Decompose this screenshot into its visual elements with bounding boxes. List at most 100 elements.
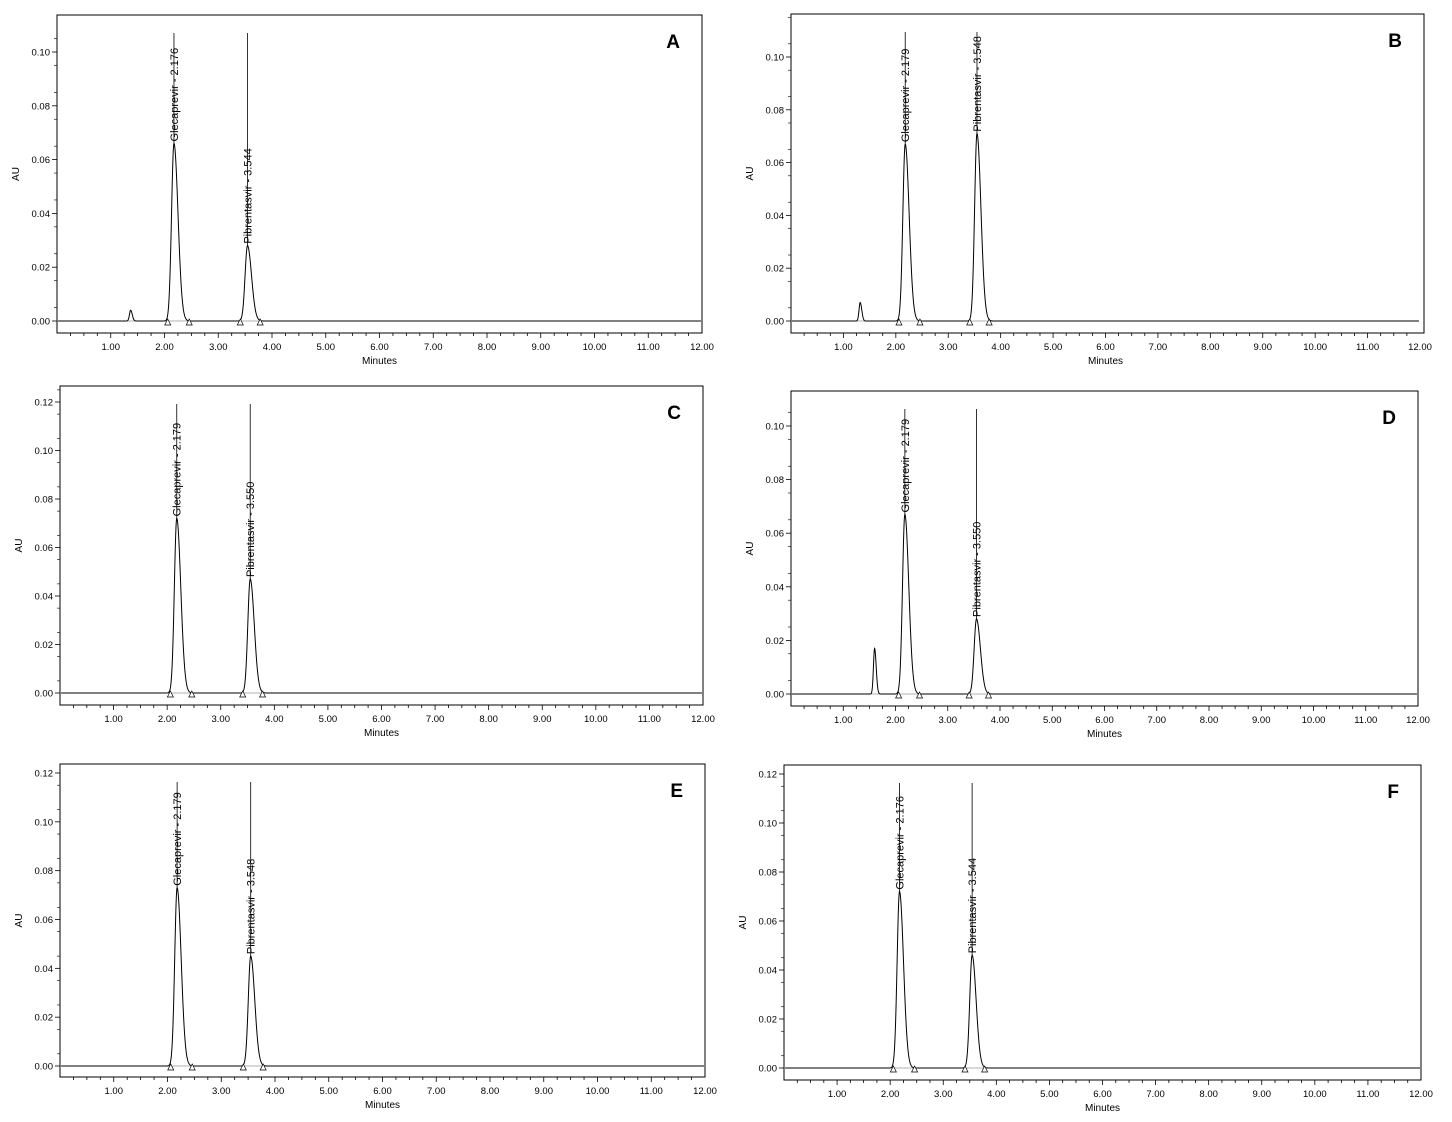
y-tick-label: 0.08 [35,866,54,877]
x-tick-label: 12.00 [693,1086,717,1097]
x-axis-label: Minutes [364,728,399,739]
integration-marker [895,318,903,326]
chart-panel-b: 1.00 2.00 3.00 4.00 5.00 6.00 7.00 8.00 9.00 10.0… [745,13,1432,367]
x-tick-label: 4.00 [265,714,284,725]
trace-line [58,142,701,322]
integration-marker [895,691,903,699]
plot-frame [56,14,703,334]
x-axis-label: Minutes [1087,729,1122,740]
y-tick-label: 0.04 [35,964,54,975]
x-tick-label: 8.00 [1201,342,1220,353]
chart-panel-d: 1.00 2.00 3.00 4.00 5.00 6.00 7.00 8.00 9.00 10.0… [745,390,1430,740]
plot-frame [59,763,706,1078]
y-tick-label: 0.02 [35,640,54,651]
chart-panel-a: 1.00 2.00 3.00 4.00 5.00 6.00 7.00 8.00 9.00 10.0… [11,14,714,367]
y-tick-label: 0.06 [766,158,785,169]
x-tick-label: 9.00 [1253,1089,1272,1100]
plot-frame [783,764,1422,1081]
y-tick-label: 0.00 [766,317,785,328]
y-axis-label: AU [738,916,749,930]
y-axis-label: AU [14,914,25,928]
y-tick-label: 0.12 [759,770,778,781]
integration-marker [239,690,247,698]
integration-marker [239,1063,247,1071]
y-tick-label: 0.00 [35,1062,54,1073]
x-tick-label: 8.00 [1199,1089,1218,1100]
x-tick-label: 10.00 [583,342,607,353]
panel-letter: D [1382,408,1396,429]
y-tick-label: 0.08 [766,105,785,116]
x-tick-label: 10.00 [1302,715,1326,726]
x-tick-label: 2.00 [886,715,905,726]
x-tick-label: 4.00 [991,342,1010,353]
x-tick-label: 8.00 [481,1086,500,1097]
x-tick-label: 6.00 [1093,1089,1112,1100]
panel-letter: F [1387,782,1399,803]
y-tick-label: 0.04 [759,966,778,977]
peak-label: Pibrentasvir - 3.544 [967,858,979,953]
x-tick-label: 4.00 [266,1086,285,1097]
x-tick-label: 6.00 [372,714,391,725]
y-tick-label: 0.10 [35,817,54,828]
trace-line [792,132,1419,322]
integration-marker [911,1065,919,1073]
x-tick-label: 5.00 [1040,1089,1059,1100]
integration-marker [984,691,993,699]
x-tick-label: 12.00 [1409,1089,1433,1100]
integration-marker [164,318,172,326]
x-tick-label: 7.00 [1149,342,1168,353]
x-tick-label: 7.00 [424,342,443,353]
x-tick-label: 1.00 [834,342,853,353]
x-tick-label: 3.00 [212,1086,231,1097]
y-axis-label: AU [14,539,25,553]
peak-label: Pibrentasvir - 3.544 [242,148,254,243]
y-axis-label: AU [11,167,22,181]
x-tick-label: 9.00 [535,1086,554,1097]
plot-frame [790,13,1425,334]
x-tick-label: 12.00 [691,714,715,725]
panel-letter: A [666,32,680,53]
x-tick-label: 2.00 [881,1089,900,1100]
peak-label: Glecaprevir - 2.179 [172,423,184,517]
x-tick-label: 5.00 [317,342,336,353]
x-axis-label: Minutes [1088,356,1123,367]
panel-letter: E [670,781,683,802]
x-tick-label: 2.00 [155,342,174,353]
y-tick-label: 0.02 [35,1013,54,1024]
x-tick-label: 6.00 [370,342,389,353]
plot-frame [59,385,704,706]
x-tick-label: 6.00 [1095,715,1114,726]
x-tick-label: 2.00 [158,714,177,725]
peak-label: Pibrentasvir - 3.548 [972,36,984,131]
x-tick-label: 8.00 [478,342,497,353]
peak-label: Glecaprevir - 2.179 [900,419,912,513]
chart-panel-f: 1.00 2.00 3.00 4.00 5.00 6.00 7.00 8.00 9.00 10.0… [738,764,1433,1114]
x-tick-label: 11.00 [1354,715,1377,726]
y-tick-label: 0.08 [35,495,54,506]
y-tick-label: 0.02 [759,1015,778,1026]
x-tick-label: 3.00 [939,342,958,353]
x-tick-label: 9.00 [532,342,551,353]
x-tick-label: 7.00 [427,1086,446,1097]
peak-label: Pibrentasvir - 3.550 [971,522,983,617]
y-tick-label: 0.00 [759,1064,778,1075]
chart-panel-e: 1.00 2.00 3.00 4.00 5.00 6.00 7.00 8.00 9.00 10.0… [14,763,717,1111]
peak-label: Glecaprevir - 2.179 [172,792,184,886]
plot-frame [790,390,1419,707]
x-tick-label: 5.00 [1043,715,1062,726]
x-tick-label: 11.00 [637,342,660,353]
integration-marker [981,1065,989,1073]
panel-letter: C [667,403,681,424]
x-tick-label: 7.00 [1148,715,1167,726]
x-tick-label: 1.00 [104,714,123,725]
y-tick-label: 0.12 [35,769,54,780]
integration-marker [915,691,924,699]
x-tick-label: 12.00 [1406,715,1430,726]
x-tick-label: 9.00 [533,714,552,725]
peak-label: Pibrentasvir - 3.550 [245,482,257,577]
x-tick-label: 9.00 [1252,715,1271,726]
x-tick-label: 1.00 [102,342,121,353]
peak-label: Pibrentasvir - 3.548 [246,859,258,954]
integration-marker [185,318,193,326]
